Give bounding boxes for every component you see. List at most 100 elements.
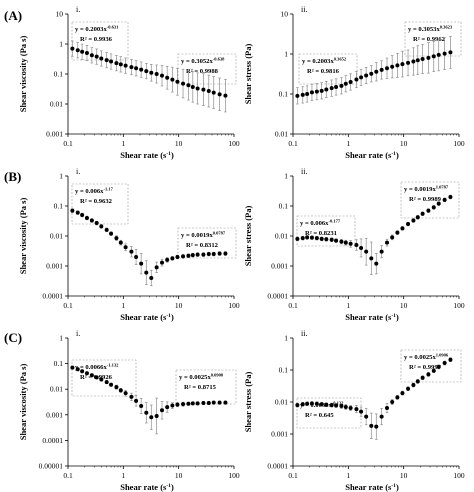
data-point [300,236,305,241]
y-axis-label: Shear stress (Pa) [243,44,253,105]
data-point [348,241,353,246]
data-point [385,405,390,410]
data-point [329,403,334,408]
data-point [448,194,453,199]
y-tick-label: 0.01 [50,100,63,109]
data-point [319,88,324,93]
data-point [84,371,89,376]
data-point [442,197,447,202]
data-point [118,240,123,245]
data-point [154,413,159,418]
y-tick-label: 0.1 [54,70,64,79]
x-axis-label-superscript: -1 [391,483,396,489]
data-point [295,93,300,98]
data-point [395,63,400,68]
data-point [359,245,364,250]
data-point [175,402,180,407]
y-tick-label: 0.00001 [39,462,64,471]
data-point [149,415,154,420]
x-tick-label: 100 [453,301,465,310]
x-tick-label: 10 [400,471,408,480]
data-point [339,403,344,408]
data-point [343,404,348,409]
data-point [426,372,431,377]
data-point [139,404,144,409]
data-point [400,226,405,231]
y-tick-label: 0.0001 [42,292,63,301]
x-tick-label: 100 [228,471,240,480]
fit-coefficient: y = 0.3052x [181,58,213,65]
data-point [134,398,139,403]
data-point [104,380,109,385]
data-point [415,215,420,220]
y-tick-label: 0.001 [271,430,288,439]
data-point [390,235,395,240]
data-point [181,81,186,86]
x-axis-label-text: Shear rate (s [345,312,392,322]
data-point [339,239,344,244]
x-tick-label: 10 [175,139,183,148]
y-tick-label: 0.01 [275,130,288,139]
data-point [70,208,75,213]
data-point [129,249,134,254]
data-point [348,405,353,410]
data-point [324,87,329,92]
data-point [109,382,114,387]
y-tick-label: 0.01 [50,232,63,241]
fit-box [296,215,356,247]
data-point [354,407,359,412]
data-point [309,90,314,95]
data-point [89,373,94,378]
data-point [374,69,379,74]
data-point [195,401,200,406]
fit-exponent: 0.0787 [213,231,226,236]
fit-equation: y = 0.006x-1.17 [75,187,114,196]
fit-equation: y = 0.0019x0.0787 [181,231,226,240]
y-tick-label: 0.1 [54,359,64,368]
data-point [190,253,195,258]
data-point [400,62,405,67]
data-point [75,210,80,215]
data-point [165,75,170,80]
fit-coefficient: y = 0.006x [75,188,104,195]
fit-coefficient: y = 0.0019x [404,186,436,193]
y-tick-label: 0.0001 [42,436,63,445]
data-point [114,385,119,390]
data-point [324,237,329,242]
y-tick-label: 1 [284,50,288,59]
fit-box [400,181,460,219]
x-tick-label: 0.1 [288,139,298,148]
y-tick-label: 0.1 [279,202,289,211]
data-point [420,211,425,216]
data-point [109,59,114,64]
data-point [379,67,384,72]
fit-r-squared: R² = 0.9632 [80,198,113,205]
fit-box [400,349,462,383]
data-point [426,55,431,60]
data-point [359,409,364,414]
data-point [223,93,228,98]
x-tick-label: 0.1 [63,301,73,310]
x-axis-label-paren: ) [396,312,399,322]
x-axis-label: Shear rate (s-1) [345,312,399,322]
data-point [400,391,405,396]
x-tick-label: 0.1 [63,471,73,480]
data-point [99,56,104,61]
x-tick-label: 0.1 [63,139,73,148]
fit-exponent: -0.631 [107,25,119,30]
data-point [94,54,99,59]
fit-equation: y = 0.2003x0.3652 [302,57,347,66]
data-point [431,54,436,59]
data-point [154,265,159,270]
fit-exponent: 0.3652 [334,57,347,62]
y-tick-label: 0.01 [275,398,288,407]
data-point [123,391,128,396]
fit-coefficient: y = 0.0025x [179,374,211,381]
data-point [134,66,139,71]
fit-equation: y = 0.0025x1.0906 [404,353,449,362]
data-point [181,254,186,259]
x-tick-label: 1 [346,139,350,148]
x-tick-label: 1 [121,139,125,148]
fit-r-squared: R² = 0.9816 [307,68,340,75]
fit-exponent: 1.0787 [436,185,449,190]
